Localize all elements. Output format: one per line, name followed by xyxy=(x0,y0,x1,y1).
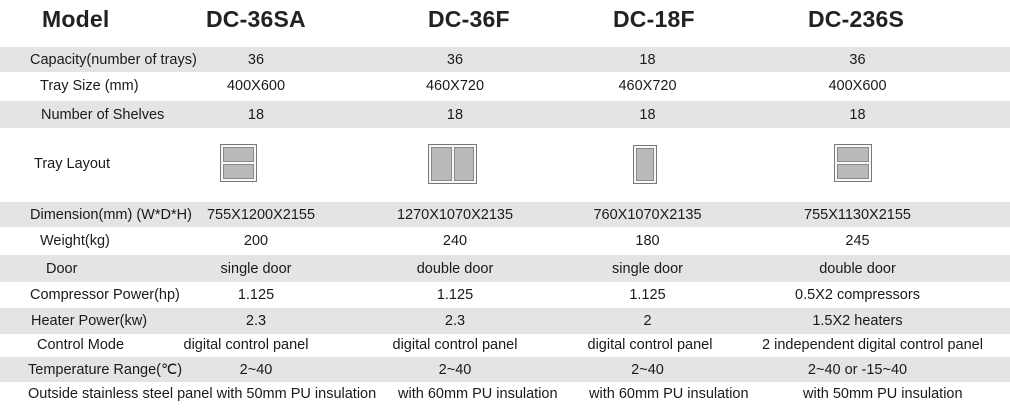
cell-dc-36f: double door xyxy=(416,260,494,277)
cell-dc-36f: 1270X1070X2135 xyxy=(396,206,514,223)
table-row-capacity: Capacity(number of trays) 36 36 18 36 xyxy=(0,47,1010,72)
cell-dc-236s: 755X1130X2155 xyxy=(804,206,911,223)
cell-dc-236s: 1.5X2 heaters xyxy=(812,313,903,329)
cell-dc-18f: with 60mm PU insulation xyxy=(589,386,749,402)
tray-icon xyxy=(453,147,474,181)
two-trays-stacked-icon xyxy=(834,144,872,182)
two-trays-side-by-side-icon xyxy=(428,144,477,184)
row-label: Compressor Power(hp) xyxy=(30,287,180,303)
tray-icon xyxy=(223,164,254,179)
two-trays-stacked-icon xyxy=(220,144,257,182)
row-label: Heater Power(kw) xyxy=(31,313,148,329)
tray-icon xyxy=(837,147,869,162)
cell-dc-18f: 1.125 xyxy=(629,287,666,303)
table-row-control-mode: Control Mode digital control panel digit… xyxy=(0,334,1010,355)
cell-dc-236s: 245 xyxy=(845,232,870,249)
row-label: Dimension(mm) (W*D*H) xyxy=(30,206,192,223)
cell-dc-36sa: 36 xyxy=(247,51,265,68)
table-row-shelves: Number of Shelves 18 18 18 18 xyxy=(0,101,1010,128)
cell-dc-36f: 36 xyxy=(446,51,464,68)
table-row-door: Door single door double door single door… xyxy=(0,255,1010,282)
cell-dc-18f: 2 xyxy=(643,313,652,329)
cell-dc-36f: digital control panel xyxy=(392,336,518,353)
model-name-dc-36sa: DC-36SA xyxy=(206,6,306,32)
table-row-dimension: Dimension(mm) (W*D*H) 755X1200X2155 1270… xyxy=(0,202,1010,227)
model-header: Model xyxy=(42,6,110,32)
cell-dc-18f: 180 xyxy=(635,232,660,249)
row-label: Temperature Range(℃) xyxy=(28,361,183,378)
row-label: Door xyxy=(46,260,78,277)
cell-dc-36f: 460X720 xyxy=(425,77,485,94)
cell-dc-36sa: 200 xyxy=(243,232,269,249)
table-row-weight: Weight(kg) 200 240 180 245 xyxy=(0,227,1010,254)
cell-dc-36f: with 60mm PU insulation xyxy=(398,386,558,402)
single-tray-icon xyxy=(633,145,657,184)
row-label: Tray Size (mm) xyxy=(40,77,139,94)
cell-dc-36f: 1.125 xyxy=(436,287,474,303)
row-label: Capacity(number of trays) xyxy=(30,51,197,68)
cell-dc-36sa: 18 xyxy=(247,106,265,123)
row-label: Outside stainless steel panel with 50mm … xyxy=(28,386,377,402)
cell-dc-18f: 18 xyxy=(639,106,656,123)
tray-icon xyxy=(223,147,254,162)
tray-icon xyxy=(636,148,654,181)
table-row-insulation: Outside stainless steel panel with 50mm … xyxy=(0,382,1010,406)
cell-dc-36sa: 1.125 xyxy=(237,287,275,303)
cell-dc-18f: 460X720 xyxy=(618,77,677,94)
cell-dc-36f: 240 xyxy=(442,232,468,249)
cell-dc-18f: single door xyxy=(612,260,683,277)
cell-dc-236s: with 50mm PU insulation xyxy=(803,386,963,402)
cell-dc-236s: double door xyxy=(819,260,896,277)
cell-dc-36f: 2.3 xyxy=(444,313,466,329)
cell-dc-236s: 0.5X2 compressors xyxy=(795,287,920,303)
cell-dc-36sa: 2~40 xyxy=(239,361,273,378)
row-label: Control Mode xyxy=(37,336,125,353)
cell-dc-36sa: 755X1200X2155 xyxy=(206,206,316,223)
cell-dc-36f: 2~40 xyxy=(438,361,472,378)
table-row-compressor-power: Compressor Power(hp) 1.125 1.125 1.125 0… xyxy=(0,282,1010,308)
model-name-dc-18f: DC-18F xyxy=(613,6,695,32)
cell-dc-236s: 400X600 xyxy=(828,77,887,94)
row-label: Number of Shelves xyxy=(41,106,165,123)
cell-dc-36sa: digital control panel xyxy=(183,336,309,353)
cell-dc-36sa: 400X600 xyxy=(226,77,286,94)
cell-dc-236s: 2~40 or -15~40 xyxy=(807,361,908,378)
row-label: Weight(kg) xyxy=(40,232,110,249)
cell-dc-236s: 2 independent digital control panel xyxy=(762,336,983,353)
tray-icon xyxy=(837,164,869,179)
model-name-dc-236s: DC-236S xyxy=(808,6,904,32)
table-row-temperature-range: Temperature Range(℃) 2~40 2~40 2~40 2~40… xyxy=(0,357,1010,382)
table-header: Model DC-36SA DC-36F DC-18F DC-236S xyxy=(0,0,1010,44)
table-row-tray-layout: Tray Layout xyxy=(0,128,1010,200)
cell-dc-18f: 2~40 xyxy=(631,361,664,378)
cell-dc-36f: 18 xyxy=(446,106,464,123)
table-row-tray-size: Tray Size (mm) 400X600 460X720 460X720 4… xyxy=(0,72,1010,99)
cell-dc-236s: 18 xyxy=(849,106,866,123)
tray-icon xyxy=(431,147,452,181)
cell-dc-36sa: single door xyxy=(220,260,292,277)
cell-dc-18f: digital control panel xyxy=(587,336,713,353)
cell-dc-18f: 760X1070X2135 xyxy=(593,206,702,223)
cell-dc-18f: 18 xyxy=(639,51,656,68)
row-label: Tray Layout xyxy=(34,156,111,172)
model-name-dc-36f: DC-36F xyxy=(428,6,510,32)
table-row-heater-power: Heater Power(kw) 2.3 2.3 2 1.5X2 heaters xyxy=(0,308,1010,334)
cell-dc-36sa: 2.3 xyxy=(245,313,267,329)
cell-dc-236s: 36 xyxy=(849,51,866,68)
